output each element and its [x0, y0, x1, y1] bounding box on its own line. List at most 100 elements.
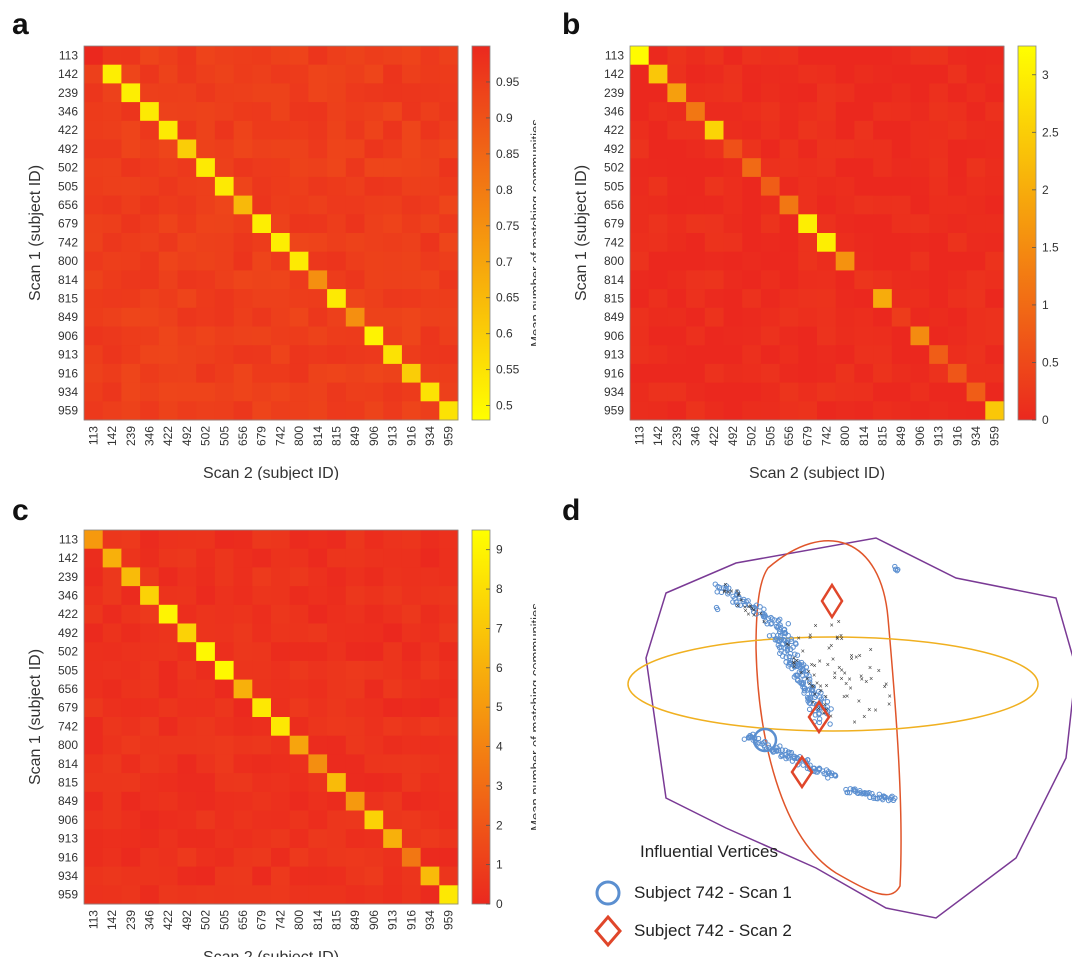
- y-tick-label: 849: [604, 310, 624, 324]
- heatmap-cell: [252, 810, 272, 830]
- heatmap-cell: [910, 158, 930, 178]
- heatmap-cell: [233, 289, 253, 309]
- heatmap-cell: [383, 885, 403, 905]
- heatmap-cell: [439, 530, 459, 550]
- heatmap-cell: [364, 214, 384, 234]
- x-tick-label: 815: [329, 910, 343, 930]
- heatmap-cell: [271, 866, 291, 886]
- vertex-point-scan2: ×: [840, 676, 844, 683]
- heatmap-cell: [667, 64, 687, 84]
- heatmap-cell: [308, 195, 328, 215]
- heatmap-cell: [214, 530, 235, 550]
- heatmap-cell: [742, 233, 762, 253]
- heatmap-cell: [102, 810, 122, 830]
- heatmap-cell: [102, 567, 122, 587]
- x-tick-label: 934: [423, 426, 437, 446]
- y-tick-label: 934: [58, 385, 78, 399]
- brain-outline-sagittal: [645, 537, 1072, 919]
- heatmap-cell: [121, 307, 141, 327]
- heatmap-cell: [233, 847, 253, 868]
- heatmap-cell: [140, 363, 160, 384]
- heatmap-cell: [252, 195, 272, 215]
- heatmap-cell: [704, 401, 724, 421]
- heatmap-cell: [929, 401, 949, 421]
- heatmap-cell: [308, 642, 328, 662]
- vertex-point-scan1: [734, 589, 740, 595]
- heatmap-cell: [84, 363, 104, 384]
- heatmap-cell: [271, 83, 291, 103]
- heatmap-cell: [233, 604, 253, 624]
- heatmap-cell: [121, 660, 141, 681]
- heatmap-cell: [214, 548, 235, 568]
- heatmap-cell: [779, 64, 799, 84]
- heatmap-cell: [345, 586, 365, 606]
- heatmap-cell: [102, 642, 122, 662]
- heatmap-cell: [214, 120, 235, 140]
- heatmap-cell: [233, 791, 253, 811]
- heatmap-cell: [439, 233, 459, 253]
- colorbar-tick-label: 0.6: [496, 327, 513, 341]
- vertex-point-scan1: [810, 688, 816, 694]
- heatmap-cell: [252, 289, 272, 309]
- heatmap-cell: [630, 326, 650, 346]
- vertex-point-scan2: ×: [816, 706, 820, 713]
- vertex-point-scan1: [800, 762, 806, 768]
- heatmap-cell: [177, 326, 197, 346]
- heatmap-cell: [121, 604, 141, 624]
- heatmap-cell: [779, 46, 799, 66]
- heatmap-cell: [742, 270, 762, 290]
- heatmap-cell: [985, 195, 1005, 215]
- heatmap-cell: [140, 623, 160, 643]
- heatmap-cell: [798, 326, 818, 346]
- heatmap-cell: [84, 698, 104, 718]
- heatmap-cell: [630, 289, 650, 309]
- heatmap-cell: [891, 176, 911, 197]
- heatmap-cell: [308, 102, 328, 122]
- heatmap-cell: [723, 270, 743, 290]
- heatmap-cell: [121, 698, 141, 718]
- heatmap-cell: [308, 660, 328, 681]
- x-tick-label: 800: [838, 426, 852, 446]
- heatmap-cell: [233, 363, 253, 384]
- influential-vertex-scan2: [820, 582, 844, 620]
- heatmap-cell: [121, 195, 141, 215]
- heatmap-cell: [873, 307, 893, 327]
- vertex-point-scan2: ×: [750, 606, 754, 613]
- vertex-point-scan2: ×: [726, 589, 730, 596]
- vertex-point-scan2: ×: [729, 589, 733, 596]
- heatmap-cell: [854, 270, 874, 290]
- heatmap-cell: [271, 345, 291, 365]
- heatmap-cell: [966, 64, 986, 84]
- heatmap-cell: [420, 660, 440, 681]
- heatmap-cell: [289, 176, 309, 197]
- heatmap-cell: [140, 195, 160, 215]
- heatmap-cell: [102, 548, 122, 568]
- heatmap-cell: [648, 270, 668, 290]
- heatmap-cell: [401, 885, 422, 905]
- vertex-point-scan1: [883, 794, 889, 801]
- heatmap-cell: [252, 382, 272, 402]
- heatmap-cell: [271, 623, 291, 643]
- heatmap-cell: [158, 866, 178, 886]
- heatmap-cell: [947, 139, 968, 159]
- heatmap-cell: [779, 307, 799, 327]
- heatmap-cell: [271, 642, 291, 662]
- vertex-point-scan2: ×: [812, 663, 816, 670]
- vertex-point-scan1: [770, 632, 776, 638]
- vertex-point-scan1: [757, 604, 763, 610]
- heatmap-cell: [401, 401, 422, 421]
- influential-vertex-scan2: [807, 699, 831, 735]
- heatmap-cell: [383, 289, 403, 309]
- heatmap-cell: [798, 102, 818, 122]
- heatmap-cell: [121, 363, 141, 384]
- heatmap-cell: [401, 46, 422, 66]
- heatmap-cell: [102, 717, 122, 737]
- heatmap-cell: [233, 307, 253, 327]
- heatmap-cell: [835, 289, 855, 309]
- heatmap-cell: [345, 866, 365, 886]
- y-tick-label: 913: [58, 348, 78, 362]
- heatmap-cell: [420, 623, 440, 643]
- heatmap-cell: [308, 214, 328, 234]
- heatmap-cell: [271, 363, 291, 384]
- heatmap-cell: [667, 176, 687, 197]
